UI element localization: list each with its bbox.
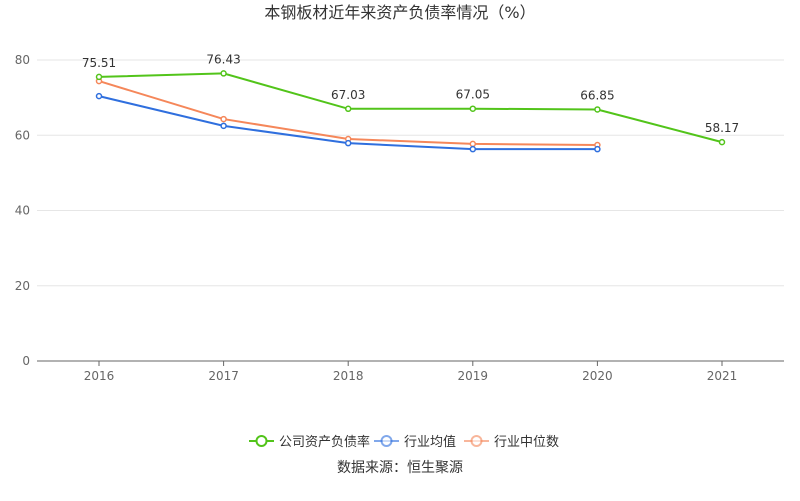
data-point bbox=[469, 145, 477, 153]
data-point bbox=[220, 122, 227, 130]
y-tick-label: 0 bbox=[22, 354, 30, 368]
x-tick-label: 2021 bbox=[707, 369, 738, 383]
chart-title: 本钢板材近年来资产负债率情况（%） bbox=[264, 3, 535, 22]
data-point bbox=[344, 139, 352, 147]
x-tick-label: 2016 bbox=[84, 369, 115, 383]
series-line bbox=[98, 72, 723, 144]
data-label: 67.05 bbox=[456, 88, 490, 102]
data-label: 66.85 bbox=[580, 88, 614, 102]
source-note: 数据来源：恒生聚源 bbox=[337, 460, 463, 476]
data-point bbox=[594, 145, 601, 153]
legend-marker bbox=[470, 435, 483, 447]
data-point bbox=[220, 115, 227, 123]
data-point bbox=[220, 70, 227, 77]
x-tick-label: 2017 bbox=[208, 369, 239, 383]
data-point bbox=[718, 138, 726, 146]
data-point bbox=[594, 106, 601, 113]
y-tick-label: 60 bbox=[15, 128, 30, 142]
data-point bbox=[95, 73, 103, 81]
x-tick-label: 2020 bbox=[582, 369, 613, 383]
legend-label: 行业均值 bbox=[404, 434, 456, 450]
y-tick-label: 40 bbox=[15, 204, 30, 218]
y-tick-label: 20 bbox=[15, 279, 30, 293]
legend-label: 行业中位数 bbox=[494, 435, 559, 450]
legend-marker bbox=[380, 435, 393, 447]
y-tick-label: 80 bbox=[15, 53, 30, 67]
legend-label: 公司资产负债率 bbox=[279, 434, 370, 450]
x-tick-label: 2018 bbox=[333, 369, 364, 383]
data-label: 76.43 bbox=[206, 52, 240, 66]
data-point bbox=[469, 105, 477, 112]
data-point bbox=[95, 92, 103, 100]
data-point bbox=[344, 105, 352, 113]
data-label: 67.03 bbox=[331, 88, 365, 102]
data-label: 58.17 bbox=[705, 121, 739, 135]
data-label: 75.51 bbox=[82, 56, 116, 70]
legend-marker bbox=[255, 435, 268, 447]
data-point bbox=[469, 140, 477, 148]
x-tick-label: 2019 bbox=[458, 369, 489, 383]
